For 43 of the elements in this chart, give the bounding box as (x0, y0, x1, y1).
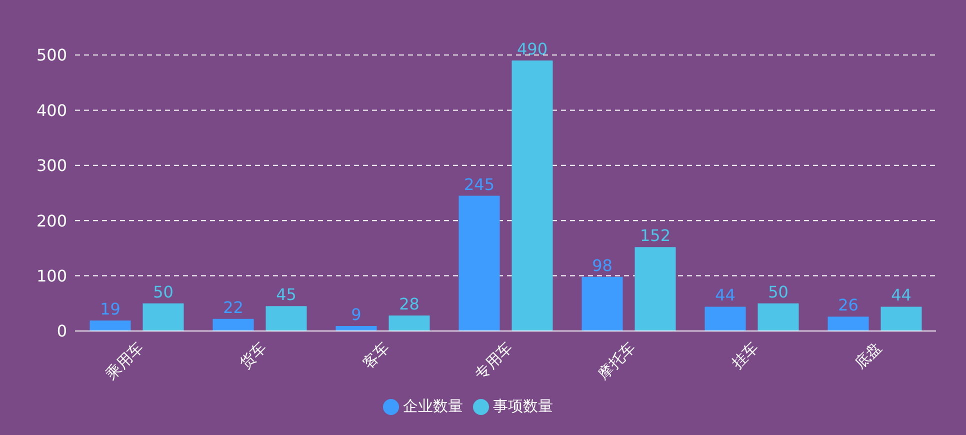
data-label: 26 (838, 296, 858, 315)
y-tick-label: 500 (36, 46, 67, 65)
x-tick-label: 挂车 (728, 338, 762, 373)
y-tick-label: 0 (56, 322, 67, 341)
data-label: 490 (516, 40, 548, 59)
bar (266, 306, 307, 331)
y-tick-label: 200 (36, 211, 67, 230)
x-tick-label: 客车 (358, 338, 393, 373)
x-tick-label: 摩托车 (594, 338, 639, 384)
data-label: 9 (351, 305, 362, 324)
data-label: 45 (276, 285, 296, 304)
y-tick-label: 300 (36, 156, 67, 176)
bar (388, 316, 430, 331)
data-label: 245 (464, 174, 495, 194)
bar (582, 276, 623, 331)
bar (142, 303, 184, 331)
legend-label: 企业数量 (403, 397, 463, 415)
data-label: 50 (768, 282, 788, 302)
x-tick-label: 乘用车 (102, 338, 147, 384)
y-tick-label: 400 (36, 100, 67, 120)
x-tick-label: 专用车 (471, 338, 516, 384)
bar (880, 306, 922, 331)
bar (512, 60, 553, 331)
data-label: 50 (153, 282, 174, 302)
data-label: 152 (640, 226, 671, 246)
bar (90, 320, 131, 331)
y-tick-label: 100 (36, 266, 67, 286)
x-tick-label: 底盘 (850, 338, 885, 373)
data-label: 22 (223, 298, 244, 317)
data-label: 19 (100, 300, 120, 319)
bar (212, 318, 254, 331)
bar (634, 247, 676, 331)
legend-label: 事项数量 (493, 397, 553, 415)
bar (704, 306, 746, 331)
bar (336, 326, 377, 331)
data-label: 44 (715, 286, 736, 305)
bar (828, 316, 869, 331)
bar (758, 303, 799, 331)
data-label: 44 (891, 286, 912, 305)
data-label: 98 (592, 256, 612, 275)
bar (458, 196, 500, 331)
data-label: 28 (399, 294, 420, 314)
x-tick-label: 货车 (236, 338, 270, 373)
